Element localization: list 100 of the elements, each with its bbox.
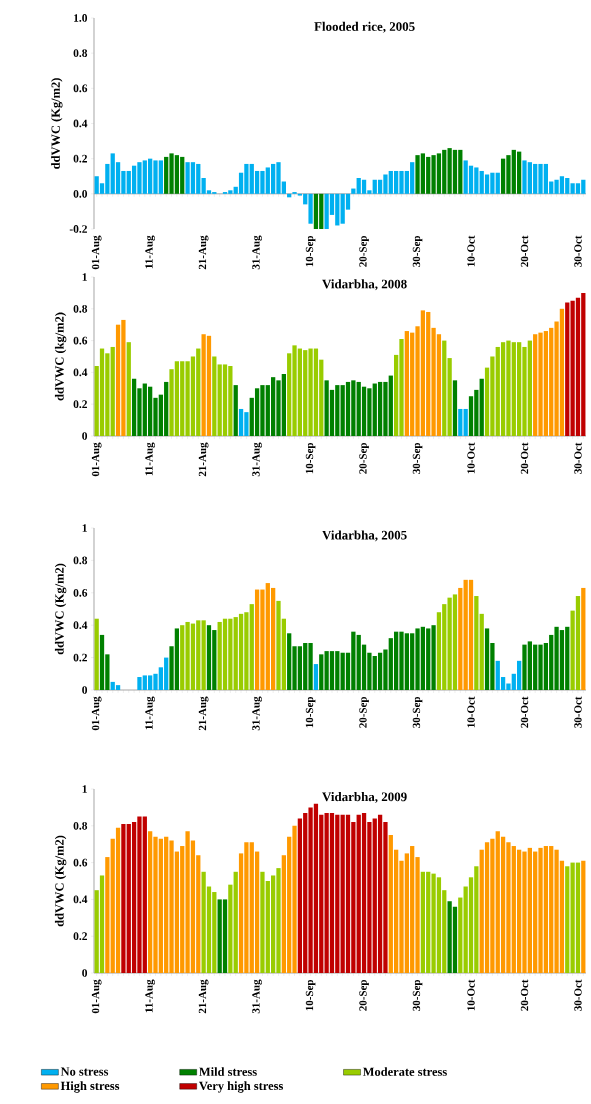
legend-label: High stress: [60, 1081, 120, 1093]
bar: [458, 897, 463, 973]
bar: [94, 618, 99, 690]
y-axis-title: ddVWC (kg/m2): [54, 312, 67, 401]
x-tick-label: 20-Oct: [520, 696, 529, 728]
bar: [463, 408, 468, 436]
bar: [479, 613, 484, 690]
y-tick-label: 0: [82, 686, 88, 694]
y-tick-label: -0.2: [69, 225, 87, 233]
x-tick-label: 31-Aug: [252, 696, 262, 731]
y-tick-label: 1: [82, 524, 87, 532]
y-tick-label: 0.0: [73, 189, 88, 198]
y-tick-label: 0: [82, 969, 88, 977]
y-tick-label: 0.4: [73, 895, 88, 904]
bar: [115, 685, 121, 690]
x-tick-label: 10-Sep: [305, 696, 316, 728]
x-tick-label: 21-Aug: [198, 235, 209, 270]
y-axis-title: ddVWC (Kg/m2): [51, 78, 63, 169]
x-tick-label: 10-Oct: [467, 696, 475, 728]
x-tick-label: 20-Sep: [359, 442, 369, 474]
y-axis-title: ddVWC (Kg/m2): [54, 563, 67, 655]
y-tick-label: 0.2: [73, 653, 87, 662]
x-tick-label: 10-Oct: [467, 979, 475, 1011]
bar: [581, 860, 586, 973]
x-tick-label: 31-Aug: [252, 235, 262, 270]
bar: [420, 871, 426, 973]
x-tick-label: 11-Aug: [145, 979, 155, 1013]
x-tick-label: 31-Aug: [252, 979, 262, 1014]
x-tick-label: 01-Aug: [91, 696, 102, 731]
bar: [126, 342, 131, 436]
legend-label: Very high stress: [199, 1081, 284, 1093]
bar: [99, 875, 105, 973]
y-tick-label: 0.6: [73, 336, 88, 345]
y-tick-label: 1: [82, 785, 87, 793]
chart-title: Vidarbha, 2008: [322, 279, 407, 291]
x-tick-label: 20-Sep: [359, 696, 369, 728]
x-tick-label: 21-Aug: [198, 979, 209, 1014]
bar: [206, 625, 212, 690]
y-tick-label: 0.6: [73, 858, 88, 867]
x-tick-label: 31-Aug: [252, 442, 262, 477]
y-tick-label: 0.4: [73, 119, 88, 128]
bar: [115, 827, 121, 973]
bar: [222, 899, 228, 973]
bar: [212, 356, 217, 436]
y-tick-label: 0.2: [73, 400, 87, 409]
y-tick-label: 0.8: [73, 556, 88, 565]
x-tick-label: 20-Oct: [520, 235, 529, 267]
x-tick-label: 10-Sep: [305, 979, 316, 1011]
bar: [313, 193, 319, 229]
x-tick-label: 10-Sep: [305, 235, 316, 267]
bar: [474, 596, 479, 690]
x-tick-label: 20-Oct: [520, 979, 529, 1011]
bar: [233, 385, 238, 436]
y-tick-label: 0.6: [73, 84, 88, 93]
y-tick-label: 0.8: [73, 49, 88, 58]
x-tick-label: 30-Oct: [574, 979, 582, 1011]
x-tick-label: 01-Aug: [91, 979, 102, 1014]
bar: [479, 378, 484, 436]
x-tick-label: 11-Aug: [145, 442, 155, 476]
x-tick-label: 30-Sep: [412, 442, 423, 474]
legend-label: No stress: [60, 1067, 109, 1076]
x-tick-label: 01-Aug: [91, 442, 102, 477]
y-axis-title: ddVWC (Kg/m2): [54, 835, 67, 927]
x-tick-label: 30-Sep: [412, 979, 423, 1011]
x-tick-label: 20-Sep: [359, 979, 369, 1011]
x-tick-label: 21-Aug: [198, 442, 209, 477]
bar: [313, 664, 319, 690]
x-tick-label: 11-Aug: [145, 696, 155, 730]
x-tick-label: 30-Oct: [574, 235, 582, 267]
y-tick-label: 0.8: [73, 304, 88, 313]
x-tick-label: 30-Oct: [574, 442, 582, 474]
bar: [581, 587, 586, 690]
bar: [458, 587, 463, 690]
x-tick-label: 11-Aug: [145, 235, 155, 269]
y-tick-label: 0.8: [73, 821, 88, 830]
y-tick-label: 0.2: [73, 154, 87, 163]
x-tick-label: 10-Oct: [467, 235, 475, 267]
y-tick-label: 1: [82, 273, 87, 281]
x-tick-label: 30-Sep: [412, 696, 423, 728]
y-tick-label: 0: [82, 432, 88, 440]
bar: [468, 579, 474, 690]
x-tick-label: 20-Oct: [520, 442, 529, 474]
x-tick-label: 10-Oct: [467, 442, 475, 474]
x-tick-label: 10-Sep: [305, 442, 316, 474]
y-tick-label: 0.4: [73, 368, 88, 377]
y-tick-label: 0.2: [73, 932, 87, 941]
y-tick-label: 1.0: [74, 14, 88, 22]
chart-title: Vidarbha, 2005: [322, 530, 407, 542]
chart-title: Flooded rice, 2005: [314, 21, 415, 33]
x-tick-label: 01-Aug: [91, 235, 102, 270]
x-tick-label: 20-Sep: [359, 235, 369, 267]
y-tick-label: 0.4: [73, 621, 88, 630]
y-tick-label: 0.6: [73, 588, 88, 597]
x-tick-label: 30-Sep: [412, 235, 423, 267]
x-tick-label: 21-Aug: [198, 696, 209, 731]
bar: [458, 408, 463, 436]
x-tick-label: 30-Oct: [574, 696, 582, 728]
chart-title: Vidarbha, 2009: [322, 792, 407, 804]
bar: [452, 380, 458, 436]
legend-label: Moderate stress: [362, 1067, 447, 1076]
